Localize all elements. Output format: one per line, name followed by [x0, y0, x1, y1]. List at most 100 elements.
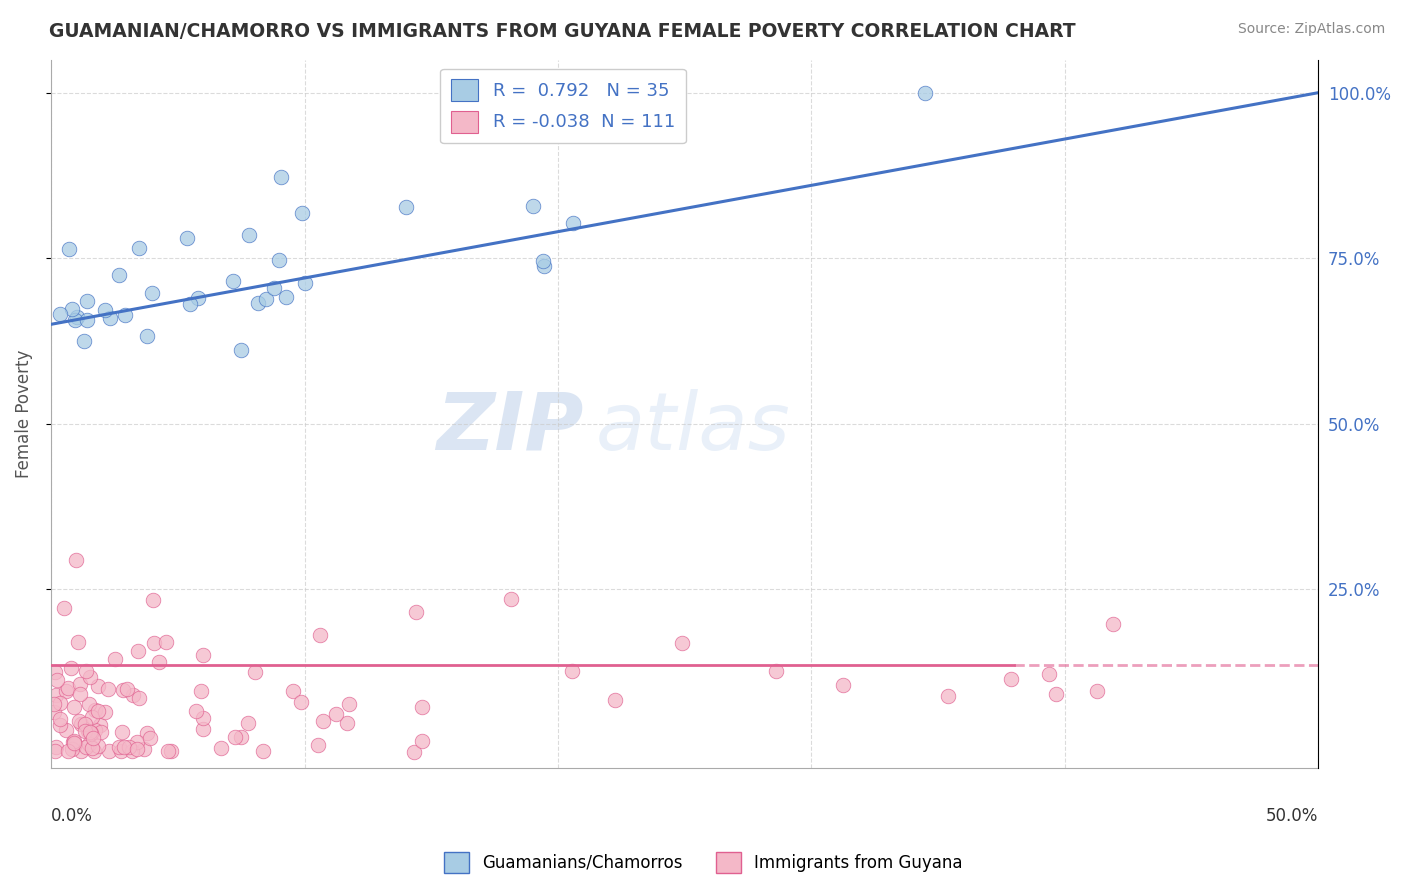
Point	[191, 711, 214, 725]
Point	[125, 741, 148, 756]
Point	[114, 309, 136, 323]
Point	[561, 216, 583, 230]
Point	[127, 643, 149, 657]
Y-axis label: Female Poverty: Female Poverty	[15, 350, 32, 478]
Point	[914, 86, 936, 100]
Text: ZIP: ZIP	[436, 389, 583, 467]
Point	[73, 717, 96, 731]
Point	[108, 740, 131, 755]
Point	[148, 655, 170, 669]
Point	[69, 716, 91, 731]
Point	[252, 744, 274, 758]
Point	[77, 698, 100, 712]
Point	[143, 636, 166, 650]
Point	[121, 688, 143, 702]
Point	[70, 744, 93, 758]
Point	[1102, 616, 1125, 631]
Point	[90, 725, 112, 739]
Point	[60, 301, 83, 316]
Point	[765, 665, 787, 679]
Point	[48, 307, 70, 321]
Point	[56, 744, 79, 758]
Point	[80, 741, 103, 756]
Point	[176, 230, 198, 244]
Point	[141, 592, 163, 607]
Text: 50.0%: 50.0%	[1265, 806, 1319, 824]
Point	[132, 742, 155, 756]
Point	[118, 740, 141, 755]
Point	[125, 735, 148, 749]
Point	[274, 290, 297, 304]
Point	[49, 718, 72, 732]
Point	[42, 705, 65, 719]
Point	[121, 744, 143, 758]
Point	[62, 734, 84, 748]
Point	[238, 715, 260, 730]
Point	[84, 703, 107, 717]
Point	[76, 294, 98, 309]
Point	[56, 681, 79, 695]
Point	[402, 745, 425, 759]
Point	[229, 343, 252, 358]
Point	[80, 726, 103, 740]
Point	[193, 722, 215, 736]
Point	[1038, 667, 1060, 681]
Point	[136, 726, 159, 740]
Point	[45, 688, 67, 702]
Point	[605, 693, 627, 707]
Point	[522, 199, 544, 213]
Point	[60, 741, 83, 756]
Point	[671, 635, 693, 649]
Point	[1085, 683, 1108, 698]
Point	[832, 678, 855, 692]
Point	[59, 661, 82, 675]
Point	[49, 696, 72, 710]
Point	[84, 723, 107, 737]
Point	[159, 744, 181, 758]
Point	[312, 714, 335, 728]
Point	[254, 292, 277, 306]
Point	[66, 635, 89, 649]
Point	[405, 605, 427, 619]
Point	[58, 242, 80, 256]
Point	[209, 741, 232, 756]
Text: 0.0%: 0.0%	[51, 806, 93, 824]
Point	[87, 739, 110, 753]
Point	[62, 737, 84, 751]
Point	[94, 302, 117, 317]
Point	[141, 286, 163, 301]
Point	[325, 707, 347, 722]
Point	[270, 170, 292, 185]
Point	[83, 744, 105, 758]
Point	[339, 697, 361, 711]
Point	[112, 683, 135, 698]
Point	[186, 704, 208, 718]
Point	[55, 723, 77, 737]
Point	[336, 716, 359, 731]
Point	[112, 740, 135, 755]
Point	[395, 200, 418, 214]
Point	[531, 254, 554, 268]
Point	[89, 718, 111, 732]
Point	[128, 690, 150, 705]
Point	[155, 634, 177, 648]
Point	[245, 665, 267, 680]
Point	[309, 628, 332, 642]
Point	[46, 673, 69, 688]
Point	[75, 740, 97, 755]
Point	[104, 652, 127, 666]
Point	[87, 679, 110, 693]
Point	[63, 700, 86, 714]
Point	[1000, 673, 1022, 687]
Point	[87, 704, 110, 718]
Point	[49, 712, 72, 726]
Point	[82, 731, 104, 746]
Point	[307, 738, 329, 752]
Point	[75, 665, 97, 679]
Point	[501, 592, 523, 607]
Point	[179, 297, 201, 311]
Point	[67, 714, 90, 728]
Point	[281, 684, 304, 698]
Point	[290, 695, 312, 709]
Point	[136, 329, 159, 343]
